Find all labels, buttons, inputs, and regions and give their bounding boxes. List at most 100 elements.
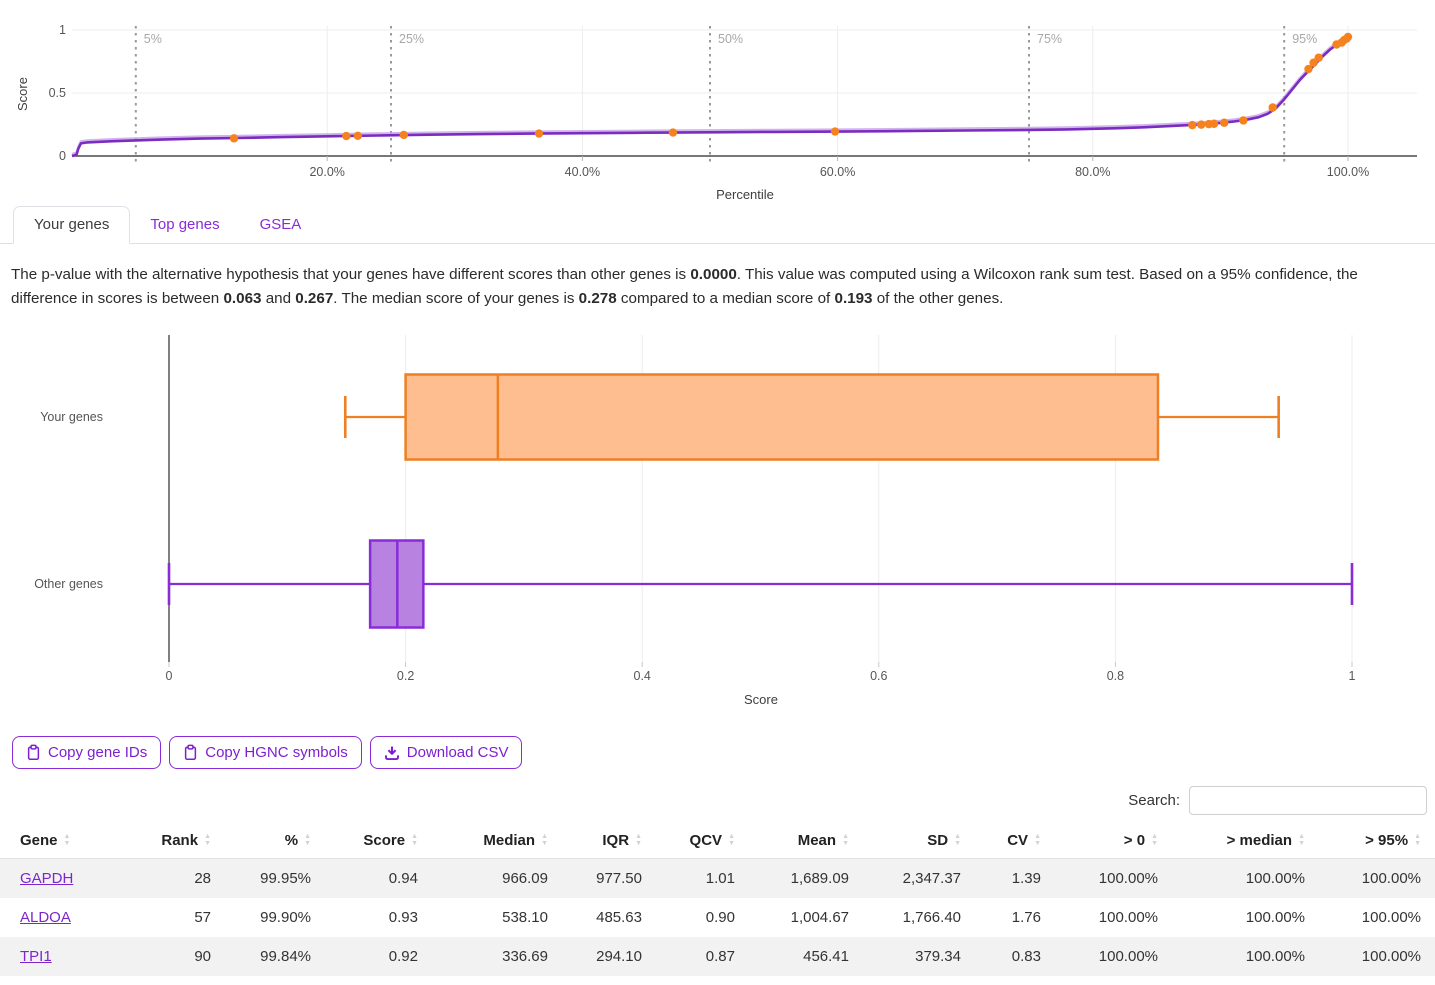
x-tick-label: 0	[166, 669, 173, 683]
sort-desc-icon: ▼	[411, 839, 418, 847]
sort-asc-icon: ▲	[204, 833, 211, 840]
column-header-cv[interactable]: CV ▲ ▼	[975, 824, 1055, 859]
button-label: Copy HGNC symbols	[205, 744, 348, 761]
sort-asc-icon: ▲	[541, 833, 548, 840]
copy-hgnc-symbols-button[interactable]: Copy HGNC symbols	[169, 736, 362, 769]
search-input[interactable]	[1189, 786, 1427, 815]
table-cell: 977.50	[596, 870, 642, 887]
column-header-label: SD	[927, 832, 949, 849]
x-tick-label: 40.0%	[565, 165, 600, 179]
column-header-label: Score	[363, 832, 406, 849]
gene-marker-dot	[1304, 64, 1313, 74]
table-header: Gene ▲ ▼ Rank ▲ ▼% ▲ ▼ Score ▲ ▼ Median ▲ ▼ IQR ▲ ▼ QCV ▲ ▼…	[0, 824, 1435, 859]
stat-text: compared to a median score of	[616, 290, 835, 307]
sort-desc-icon: ▼	[1414, 839, 1421, 847]
sort-icons: ▲ ▼	[954, 833, 961, 847]
column-header-label: CV	[1007, 832, 1029, 849]
percentile-vline-label: 5%	[144, 32, 162, 46]
gene-link-gapdh[interactable]: GAPDH	[20, 870, 74, 887]
clipboard-icon	[185, 744, 197, 760]
column-header-median[interactable]: > median ▲ ▼	[1172, 824, 1319, 859]
percentile-score-chart: 5% 25% 50% 75% 95% 20.0% 40.0% 60.0% 80.0% 100.0%…	[15, 23, 1417, 202]
sort-icons: ▲ ▼	[1298, 833, 1305, 847]
column-header-label: Gene	[20, 832, 58, 849]
sort-icons: ▲ ▼	[1151, 833, 1158, 847]
download-icon	[384, 746, 399, 760]
sort-desc-icon: ▼	[204, 839, 211, 847]
sort-desc-icon: ▼	[954, 839, 961, 847]
stat-text: . The median score of your genes is	[333, 290, 579, 307]
stats-paragraph: The p-value with the alternative hypothe…	[11, 263, 1423, 311]
column-header-rank[interactable]: Rank ▲ ▼	[130, 824, 225, 859]
column-header-qcv[interactable]: QCV ▲ ▼	[656, 824, 749, 859]
sort-icons: ▲ ▼	[1414, 833, 1421, 847]
sort-icons: ▲ ▼	[411, 833, 418, 847]
column-header-0[interactable]: > 0 ▲ ▼	[1055, 824, 1172, 859]
x-tick-label: 0.8	[1107, 669, 1124, 683]
copy-gene-ids-button[interactable]: Copy gene IDs	[12, 736, 162, 769]
box-iqr	[404, 373, 1160, 461]
column-header-label: %	[284, 832, 299, 849]
table-row: TPI1 90 99.84% 0.92 336.69 294.10 0.87 456.41 37…	[0, 937, 1435, 976]
sort-icons: ▲ ▼	[204, 833, 211, 847]
column-header-iqr[interactable]: IQR ▲ ▼	[562, 824, 656, 859]
table-cell: 0.93	[388, 909, 418, 926]
sort-desc-icon: ▼	[728, 839, 735, 847]
sort-desc-icon: ▼	[635, 839, 642, 847]
table-cell: 28	[194, 870, 211, 887]
column-header-gene[interactable]: Gene ▲ ▼	[0, 824, 130, 859]
boxplot-category-label: Your genes	[40, 410, 103, 424]
column-header-95[interactable]: > 95% ▲ ▼	[1319, 824, 1435, 859]
download-csv-button[interactable]: Download CSV	[369, 736, 523, 769]
sort-desc-icon: ▼	[1151, 839, 1158, 847]
gene-marker-dot	[229, 134, 239, 143]
stat-text: of the other genes.	[872, 290, 1004, 307]
table-cell: 1,004.67	[790, 909, 849, 926]
column-header-sd[interactable]: SD ▲ ▼	[863, 824, 975, 859]
table-cell: 0.87	[705, 948, 735, 965]
sort-icons: ▲ ▼	[541, 833, 548, 847]
sort-desc-icon: ▼	[842, 839, 849, 847]
table-cell: 0.90	[705, 909, 735, 926]
gene-marker-dot	[1220, 118, 1229, 127]
gene-link-tpi1[interactable]: TPI1	[20, 948, 52, 965]
column-header-mean[interactable]: Mean ▲ ▼	[749, 824, 863, 859]
column-header-score[interactable]: Score ▲ ▼	[325, 824, 432, 859]
table-cell: 966.09	[502, 870, 548, 887]
x-axis-title: Percentile	[716, 187, 774, 202]
tab-gsea[interactable]: GSEA	[259, 216, 302, 233]
stat-text: and	[261, 290, 296, 307]
tab-your-genes[interactable]: Your genes	[13, 206, 131, 244]
gene-cell: TPI1	[0, 937, 130, 976]
column-header-median[interactable]: Median ▲ ▼	[432, 824, 562, 859]
gene-marker-dot	[342, 131, 351, 141]
table-search-row: Search:	[0, 786, 1427, 815]
x-tick-label: 1	[1349, 669, 1356, 683]
score-boxplot-chart: 0 0.2 0.4 0.6 0.8 1 Score Your genes Other genes	[34, 335, 1356, 707]
x-tick-label: 60.0%	[820, 165, 855, 179]
column-header-label: QCV	[689, 832, 723, 849]
table-row: GAPDH 28 99.95% 0.94 966.09 977.50 1.01 1,689.0…	[0, 858, 1435, 898]
sort-asc-icon: ▲	[411, 833, 418, 840]
x-axis-title: Score	[744, 692, 778, 707]
table-cell: 2,347.37	[902, 870, 961, 887]
table-cell: 99.95%	[260, 870, 311, 887]
table-cell: 100.00%	[1245, 948, 1305, 965]
gene-cell: ALDOA	[0, 898, 130, 937]
column-header-label: > 0	[1123, 832, 1146, 849]
clipboard-icon	[27, 744, 40, 760]
gene-link-aldoa[interactable]: ALDOA	[20, 909, 71, 926]
table-body: GAPDH 28 99.95% 0.94 966.09 977.50 1.01 1,689.0…	[0, 858, 1435, 976]
button-label: Download CSV	[406, 744, 509, 761]
table-cell: 100.00%	[1245, 909, 1305, 926]
table-cell: 1.01	[705, 870, 735, 887]
y-tick-label: 1	[59, 23, 66, 37]
gene-stats-table: Gene ▲ ▼ Rank ▲ ▼% ▲ ▼ Score ▲ ▼ Median ▲ ▼ IQR ▲ ▼ QCV ▲ ▼…	[0, 824, 1435, 976]
sort-icons: ▲ ▼	[842, 833, 849, 847]
column-header-[interactable]: % ▲ ▼	[225, 824, 325, 859]
y-tick-label: 0	[59, 149, 66, 163]
tab-top-genes[interactable]: Top genes	[150, 216, 220, 233]
table-cell: 100.00%	[1098, 909, 1158, 926]
gene-marker-dot	[1239, 116, 1248, 125]
sort-asc-icon: ▲	[1298, 833, 1305, 840]
